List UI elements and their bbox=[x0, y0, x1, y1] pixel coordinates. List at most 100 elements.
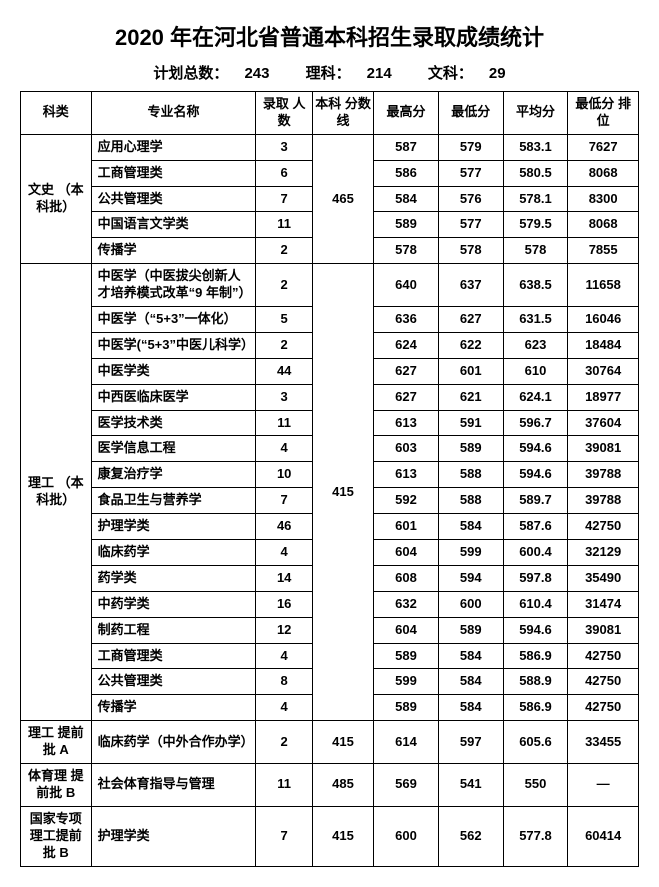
cell-major: 医学技术类 bbox=[91, 410, 256, 436]
cell-avg: 594.6 bbox=[503, 436, 568, 462]
cell-avg: 587.6 bbox=[503, 514, 568, 540]
th-cutoff: 本科 分数线 bbox=[312, 92, 373, 135]
cell-rank: 42750 bbox=[568, 514, 639, 540]
cell-admitted: 10 bbox=[256, 462, 313, 488]
cell-min: 601 bbox=[438, 358, 503, 384]
cell-admitted: 4 bbox=[256, 540, 313, 566]
cell-avg: 610.4 bbox=[503, 591, 568, 617]
table-row: 体育理 提前批 B社会体育指导与管理11485569541550— bbox=[21, 764, 639, 807]
cell-min: 599 bbox=[438, 540, 503, 566]
cell-max: 589 bbox=[374, 212, 439, 238]
cell-cutoff: 415 bbox=[312, 806, 373, 866]
cell-max: 587 bbox=[374, 134, 439, 160]
cell-category: 文史 （本科批） bbox=[21, 134, 92, 263]
cell-rank: 8068 bbox=[568, 212, 639, 238]
cell-min: 577 bbox=[438, 212, 503, 238]
cell-admitted: 11 bbox=[256, 410, 313, 436]
cell-min: 627 bbox=[438, 307, 503, 333]
table-row: 文史 （本科批）应用心理学3465587579583.17627 bbox=[21, 134, 639, 160]
cell-avg: 588.9 bbox=[503, 669, 568, 695]
cell-avg: 610 bbox=[503, 358, 568, 384]
science-value: 214 bbox=[367, 65, 392, 82]
cell-major: 中医学(“5+3”中医儿科学） bbox=[91, 332, 256, 358]
cell-rank: 18484 bbox=[568, 332, 639, 358]
cell-min: 584 bbox=[438, 669, 503, 695]
cell-major: 制药工程 bbox=[91, 617, 256, 643]
cell-rank: 31474 bbox=[568, 591, 639, 617]
cell-max: 608 bbox=[374, 565, 439, 591]
th-major: 专业名称 bbox=[91, 92, 256, 135]
cell-max: 589 bbox=[374, 695, 439, 721]
table-row: 理工 （本科批）中医学（中医拔尖创新人才培养模式改革“9 年制”）2415640… bbox=[21, 264, 639, 307]
cell-admitted: 2 bbox=[256, 721, 313, 764]
cell-min: 578 bbox=[438, 238, 503, 264]
cell-min: 584 bbox=[438, 514, 503, 540]
cell-admitted: 2 bbox=[256, 264, 313, 307]
cell-category: 体育理 提前批 B bbox=[21, 764, 92, 807]
cell-rank: 18977 bbox=[568, 384, 639, 410]
cell-max: 640 bbox=[374, 264, 439, 307]
cell-max: 599 bbox=[374, 669, 439, 695]
cell-major: 传播学 bbox=[91, 238, 256, 264]
cell-admitted: 11 bbox=[256, 764, 313, 807]
cell-min: 577 bbox=[438, 160, 503, 186]
cell-category: 理工 （本科批） bbox=[21, 264, 92, 721]
cell-max: 589 bbox=[374, 643, 439, 669]
cell-major: 应用心理学 bbox=[91, 134, 256, 160]
arts-label: 文科： bbox=[428, 62, 473, 83]
cell-max: 584 bbox=[374, 186, 439, 212]
cell-rank: 39788 bbox=[568, 488, 639, 514]
cell-rank: 32129 bbox=[568, 540, 639, 566]
cell-avg: 578.1 bbox=[503, 186, 568, 212]
cell-admitted: 4 bbox=[256, 436, 313, 462]
cell-cutoff: 415 bbox=[312, 264, 373, 721]
science-label: 理科： bbox=[306, 62, 351, 83]
th-max: 最高分 bbox=[374, 92, 439, 135]
cell-major: 护理学类 bbox=[91, 806, 256, 866]
cell-max: 627 bbox=[374, 358, 439, 384]
cell-min: 597 bbox=[438, 721, 503, 764]
cell-admitted: 7 bbox=[256, 488, 313, 514]
cell-max: 600 bbox=[374, 806, 439, 866]
arts-value: 29 bbox=[489, 65, 506, 82]
cell-admitted: 4 bbox=[256, 643, 313, 669]
cell-min: 621 bbox=[438, 384, 503, 410]
cell-major: 工商管理类 bbox=[91, 643, 256, 669]
cell-min: 541 bbox=[438, 764, 503, 807]
th-admitted: 录取 人数 bbox=[256, 92, 313, 135]
cell-rank: 35490 bbox=[568, 565, 639, 591]
cell-max: 569 bbox=[374, 764, 439, 807]
cell-max: 604 bbox=[374, 540, 439, 566]
cell-rank: 39081 bbox=[568, 617, 639, 643]
cell-major: 中医学类 bbox=[91, 358, 256, 384]
cell-rank: 30764 bbox=[568, 358, 639, 384]
cell-admitted: 4 bbox=[256, 695, 313, 721]
cell-max: 603 bbox=[374, 436, 439, 462]
cell-max: 636 bbox=[374, 307, 439, 333]
cell-max: 586 bbox=[374, 160, 439, 186]
cell-rank: 37604 bbox=[568, 410, 639, 436]
cell-max: 601 bbox=[374, 514, 439, 540]
cell-max: 624 bbox=[374, 332, 439, 358]
cell-rank: 7855 bbox=[568, 238, 639, 264]
cell-rank: 8300 bbox=[568, 186, 639, 212]
cell-rank: 60414 bbox=[568, 806, 639, 866]
cell-min: 622 bbox=[438, 332, 503, 358]
cell-avg: 577.8 bbox=[503, 806, 568, 866]
cell-major: 医学信息工程 bbox=[91, 436, 256, 462]
page-title: 2020 年在河北省普通本科招生录取成绩统计 bbox=[20, 20, 639, 52]
cell-rank: 16046 bbox=[568, 307, 639, 333]
cell-min: 594 bbox=[438, 565, 503, 591]
cell-major: 临床药学 bbox=[91, 540, 256, 566]
cell-avg: 550 bbox=[503, 764, 568, 807]
cell-avg: 600.4 bbox=[503, 540, 568, 566]
cell-major: 中国语言文学类 bbox=[91, 212, 256, 238]
th-min: 最低分 bbox=[438, 92, 503, 135]
cell-rank: — bbox=[568, 764, 639, 807]
cell-rank: 11658 bbox=[568, 264, 639, 307]
cell-rank: 39788 bbox=[568, 462, 639, 488]
cell-min: 588 bbox=[438, 488, 503, 514]
table-row: 理工 提前批 A临床药学（中外合作办学）2415614597605.633455 bbox=[21, 721, 639, 764]
cell-max: 627 bbox=[374, 384, 439, 410]
cell-avg: 624.1 bbox=[503, 384, 568, 410]
